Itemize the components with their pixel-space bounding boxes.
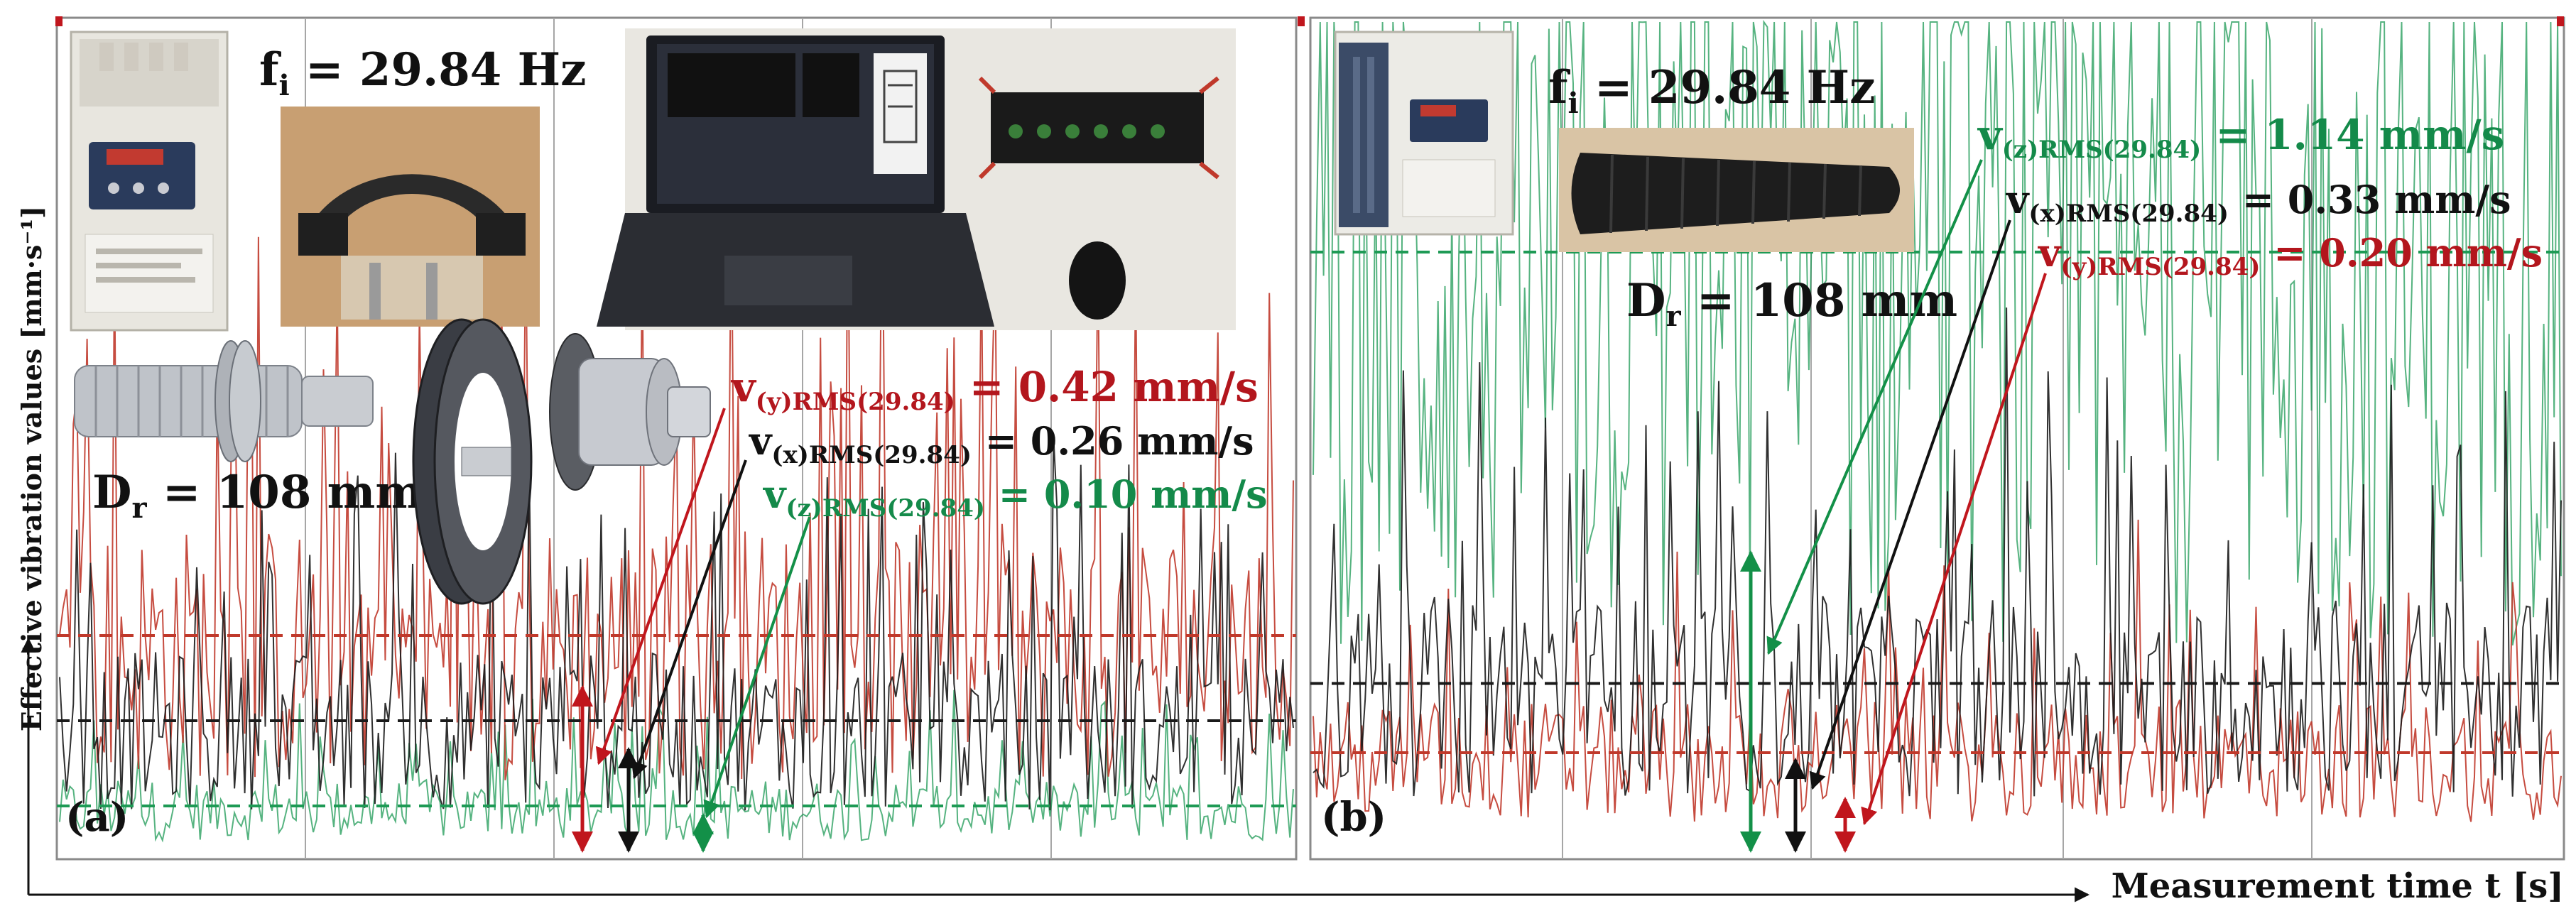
- panel-a-tag: (a): [65, 794, 129, 841]
- svg-text:fi = 29.84 Hz: fi = 29.84 Hz: [259, 43, 586, 102]
- svg-text:v(x)RMS(29.84) = 0.26 mm/s: v(x)RMS(29.84) = 0.26 mm/s: [749, 418, 1254, 469]
- pointer-a-y: [595, 408, 726, 765]
- series-trace-v-y-rms-29-84-: [1313, 519, 2562, 822]
- roller-ring-photo: [281, 107, 540, 327]
- rubber-roller-photo: [1559, 128, 1914, 252]
- laptop-daq-photo: [597, 28, 1236, 330]
- svg-text:v(z)RMS(29.84) = 1.14 mm/s: v(z)RMS(29.84) = 1.14 mm/s: [1977, 111, 2504, 164]
- svg-text:Dr = 108 mm: Dr = 108 mm: [92, 466, 423, 525]
- panel-b-traces: [1313, 19, 2562, 822]
- diameter-label-a: Dr = 108 mm: [92, 466, 423, 525]
- pointer-a-z: [703, 516, 811, 819]
- inverter-photo: [1334, 31, 1514, 236]
- flange-cad-model: [549, 333, 711, 491]
- svg-text:Dr = 108 mm: Dr = 108 mm: [1626, 274, 1957, 333]
- pointer-b-x: [1809, 219, 2011, 790]
- panel-b-rms-lines: [1310, 251, 2564, 754]
- diameter-label-b: Dr = 108 mm: [1626, 274, 1957, 333]
- panel-b-corner-mark-right: [2557, 16, 2564, 26]
- roller-cad-model: [74, 340, 374, 462]
- svg-text:v(y)RMS(29.84) = 0.20 mm/s: v(y)RMS(29.84) = 0.20 mm/s: [2038, 230, 2543, 281]
- annotation-a-arrows: [572, 408, 811, 853]
- frequency-label-a: fi = 29.84 Hz: [259, 43, 586, 102]
- panel-b-tag: (b): [1321, 794, 1386, 841]
- series-trace-v-z-rms-29-84-: [1313, 19, 2562, 646]
- annotation-b-y: v(y)RMS(29.84) = 0.20 mm/s: [2038, 230, 2543, 281]
- panel-a-corner-mark: [55, 16, 63, 26]
- panel-b: [1298, 16, 2565, 861]
- svg-text:fi = 29.84 Hz: fi = 29.84 Hz: [1548, 61, 1875, 120]
- annotation-b-arrows: [1740, 159, 2047, 853]
- x-axis-label: Measurement time t [s]: [2112, 866, 2564, 906]
- series-trace-v-z-rms-29-84-: [59, 689, 1294, 843]
- ring-cad-model: [412, 318, 533, 605]
- annotation-a-y: v(y)RMS(29.84) = 0.42 mm/s: [730, 363, 1259, 416]
- main-axes: Effective vibration values [mm·s⁻¹] Meas…: [16, 206, 2564, 906]
- pointer-b-z: [1766, 159, 1983, 655]
- svg-text:v(z)RMS(29.84) = 0.10 mm/s: v(z)RMS(29.84) = 0.10 mm/s: [763, 471, 1268, 523]
- frequency-label-b: fi = 29.84 Hz: [1548, 61, 1875, 120]
- series-trace-v-x-rms-29-84-: [1313, 307, 2562, 797]
- y-axis-label: Effective vibration values [mm·s⁻¹]: [16, 206, 48, 731]
- panel-b-corner-mark-left: [1298, 16, 1305, 26]
- panel-a-rms-lines: [57, 634, 1296, 807]
- inverter-photo: [70, 31, 229, 332]
- annotation-b-z: v(z)RMS(29.84) = 1.14 mm/s: [1977, 111, 2504, 164]
- svg-text:v(x)RMS(29.84) = 0.33 mm/s: v(x)RMS(29.84) = 0.33 mm/s: [2006, 177, 2511, 228]
- annotation-b-x: v(x)RMS(29.84) = 0.33 mm/s: [2006, 177, 2511, 228]
- annotation-a-x: v(x)RMS(29.84) = 0.26 mm/s: [749, 418, 1254, 469]
- pointer-a-x: [631, 459, 747, 780]
- annotation-a-z: v(z)RMS(29.84) = 0.10 mm/s: [763, 471, 1268, 523]
- pointer-b-y: [1861, 273, 2047, 826]
- svg-text:v(y)RMS(29.84) = 0.42 mm/s: v(y)RMS(29.84) = 0.42 mm/s: [730, 363, 1259, 416]
